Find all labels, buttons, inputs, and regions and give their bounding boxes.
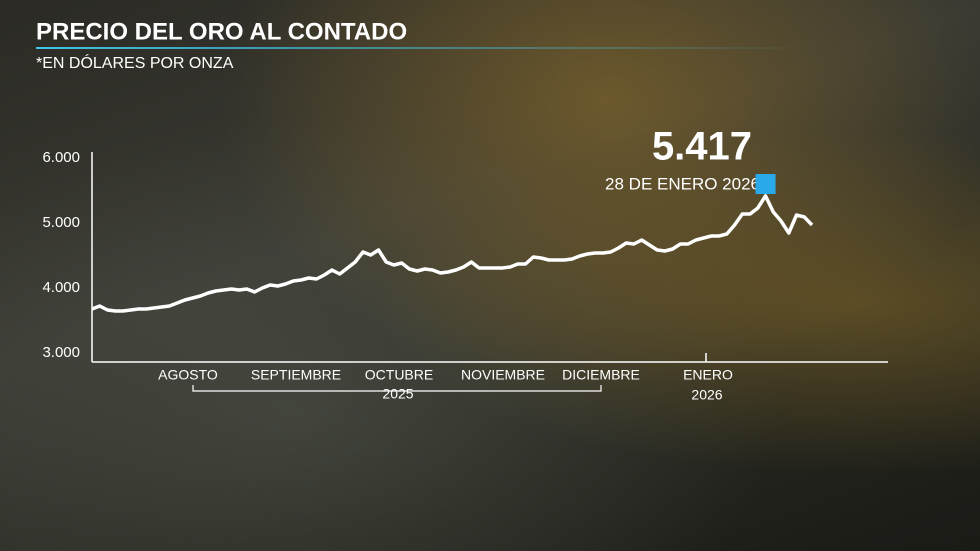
year-bracket bbox=[192, 385, 602, 392]
title-underline bbox=[36, 47, 816, 49]
y-tick-label: 4.000 bbox=[42, 279, 80, 296]
price-line bbox=[91, 194, 814, 313]
x-tick-label: DICIEMBRE bbox=[562, 367, 640, 383]
peak-marker bbox=[755, 174, 776, 194]
x-tick-label: AGOSTO bbox=[158, 367, 218, 383]
x-tick-label: OCTUBRE bbox=[365, 367, 433, 383]
annotation-date: 28 DE ENERO 2026 bbox=[605, 174, 760, 193]
x-tick-label: NOVIEMBRE bbox=[461, 367, 545, 383]
subtitle: *EN DÓLARES POR ONZA bbox=[36, 53, 234, 72]
annotation-value: 5.417 bbox=[652, 125, 752, 169]
y-tick-label: 5.000 bbox=[42, 214, 80, 231]
x-tick-label: ENERO bbox=[683, 367, 733, 383]
y-tick-label: 6.000 bbox=[42, 149, 80, 166]
y-tick-label: 3.000 bbox=[42, 344, 80, 361]
chart-title: PRECIO DEL ORO AL CONTADO bbox=[36, 18, 407, 45]
year-label: 2025 bbox=[382, 386, 413, 402]
year-label: 2026 bbox=[691, 387, 722, 403]
x-tick-label: SEPTIEMBRE bbox=[251, 367, 341, 383]
